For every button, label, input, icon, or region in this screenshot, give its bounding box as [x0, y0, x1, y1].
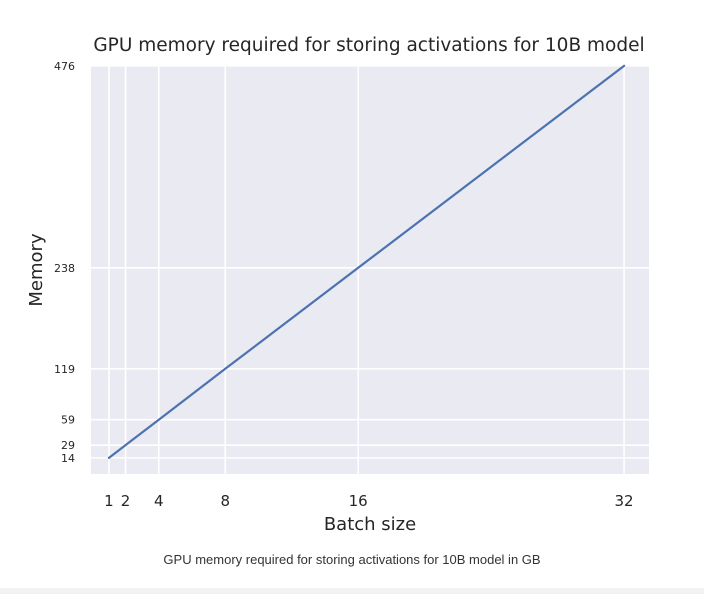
y-tick-label: 14 — [61, 452, 75, 465]
x-tick-label: 32 — [615, 492, 634, 510]
y-tick-label: 238 — [54, 262, 75, 275]
x-tick-label: 8 — [220, 492, 230, 510]
plot-area — [91, 65, 649, 474]
x-axis-label: Batch size — [324, 514, 416, 535]
chart-title: GPU memory required for storing activati… — [93, 35, 644, 56]
figure-caption: GPU memory required for storing activati… — [163, 552, 541, 567]
y-tick-label: 59 — [61, 414, 75, 427]
y-tick-label: 119 — [54, 363, 75, 376]
x-tick-label: 4 — [154, 492, 164, 510]
x-tick-label: 1 — [104, 492, 114, 510]
series-line — [107, 64, 626, 459]
chart: GPU memory required for storing activati… — [26, 35, 649, 535]
page-footer-strip — [0, 588, 704, 594]
y-tick-label: 29 — [61, 439, 75, 452]
x-tick-label: 16 — [349, 492, 368, 510]
y-axis-label: Memory — [26, 233, 47, 307]
y-tick-label: 476 — [54, 60, 75, 73]
x-tick-label: 2 — [121, 492, 131, 510]
